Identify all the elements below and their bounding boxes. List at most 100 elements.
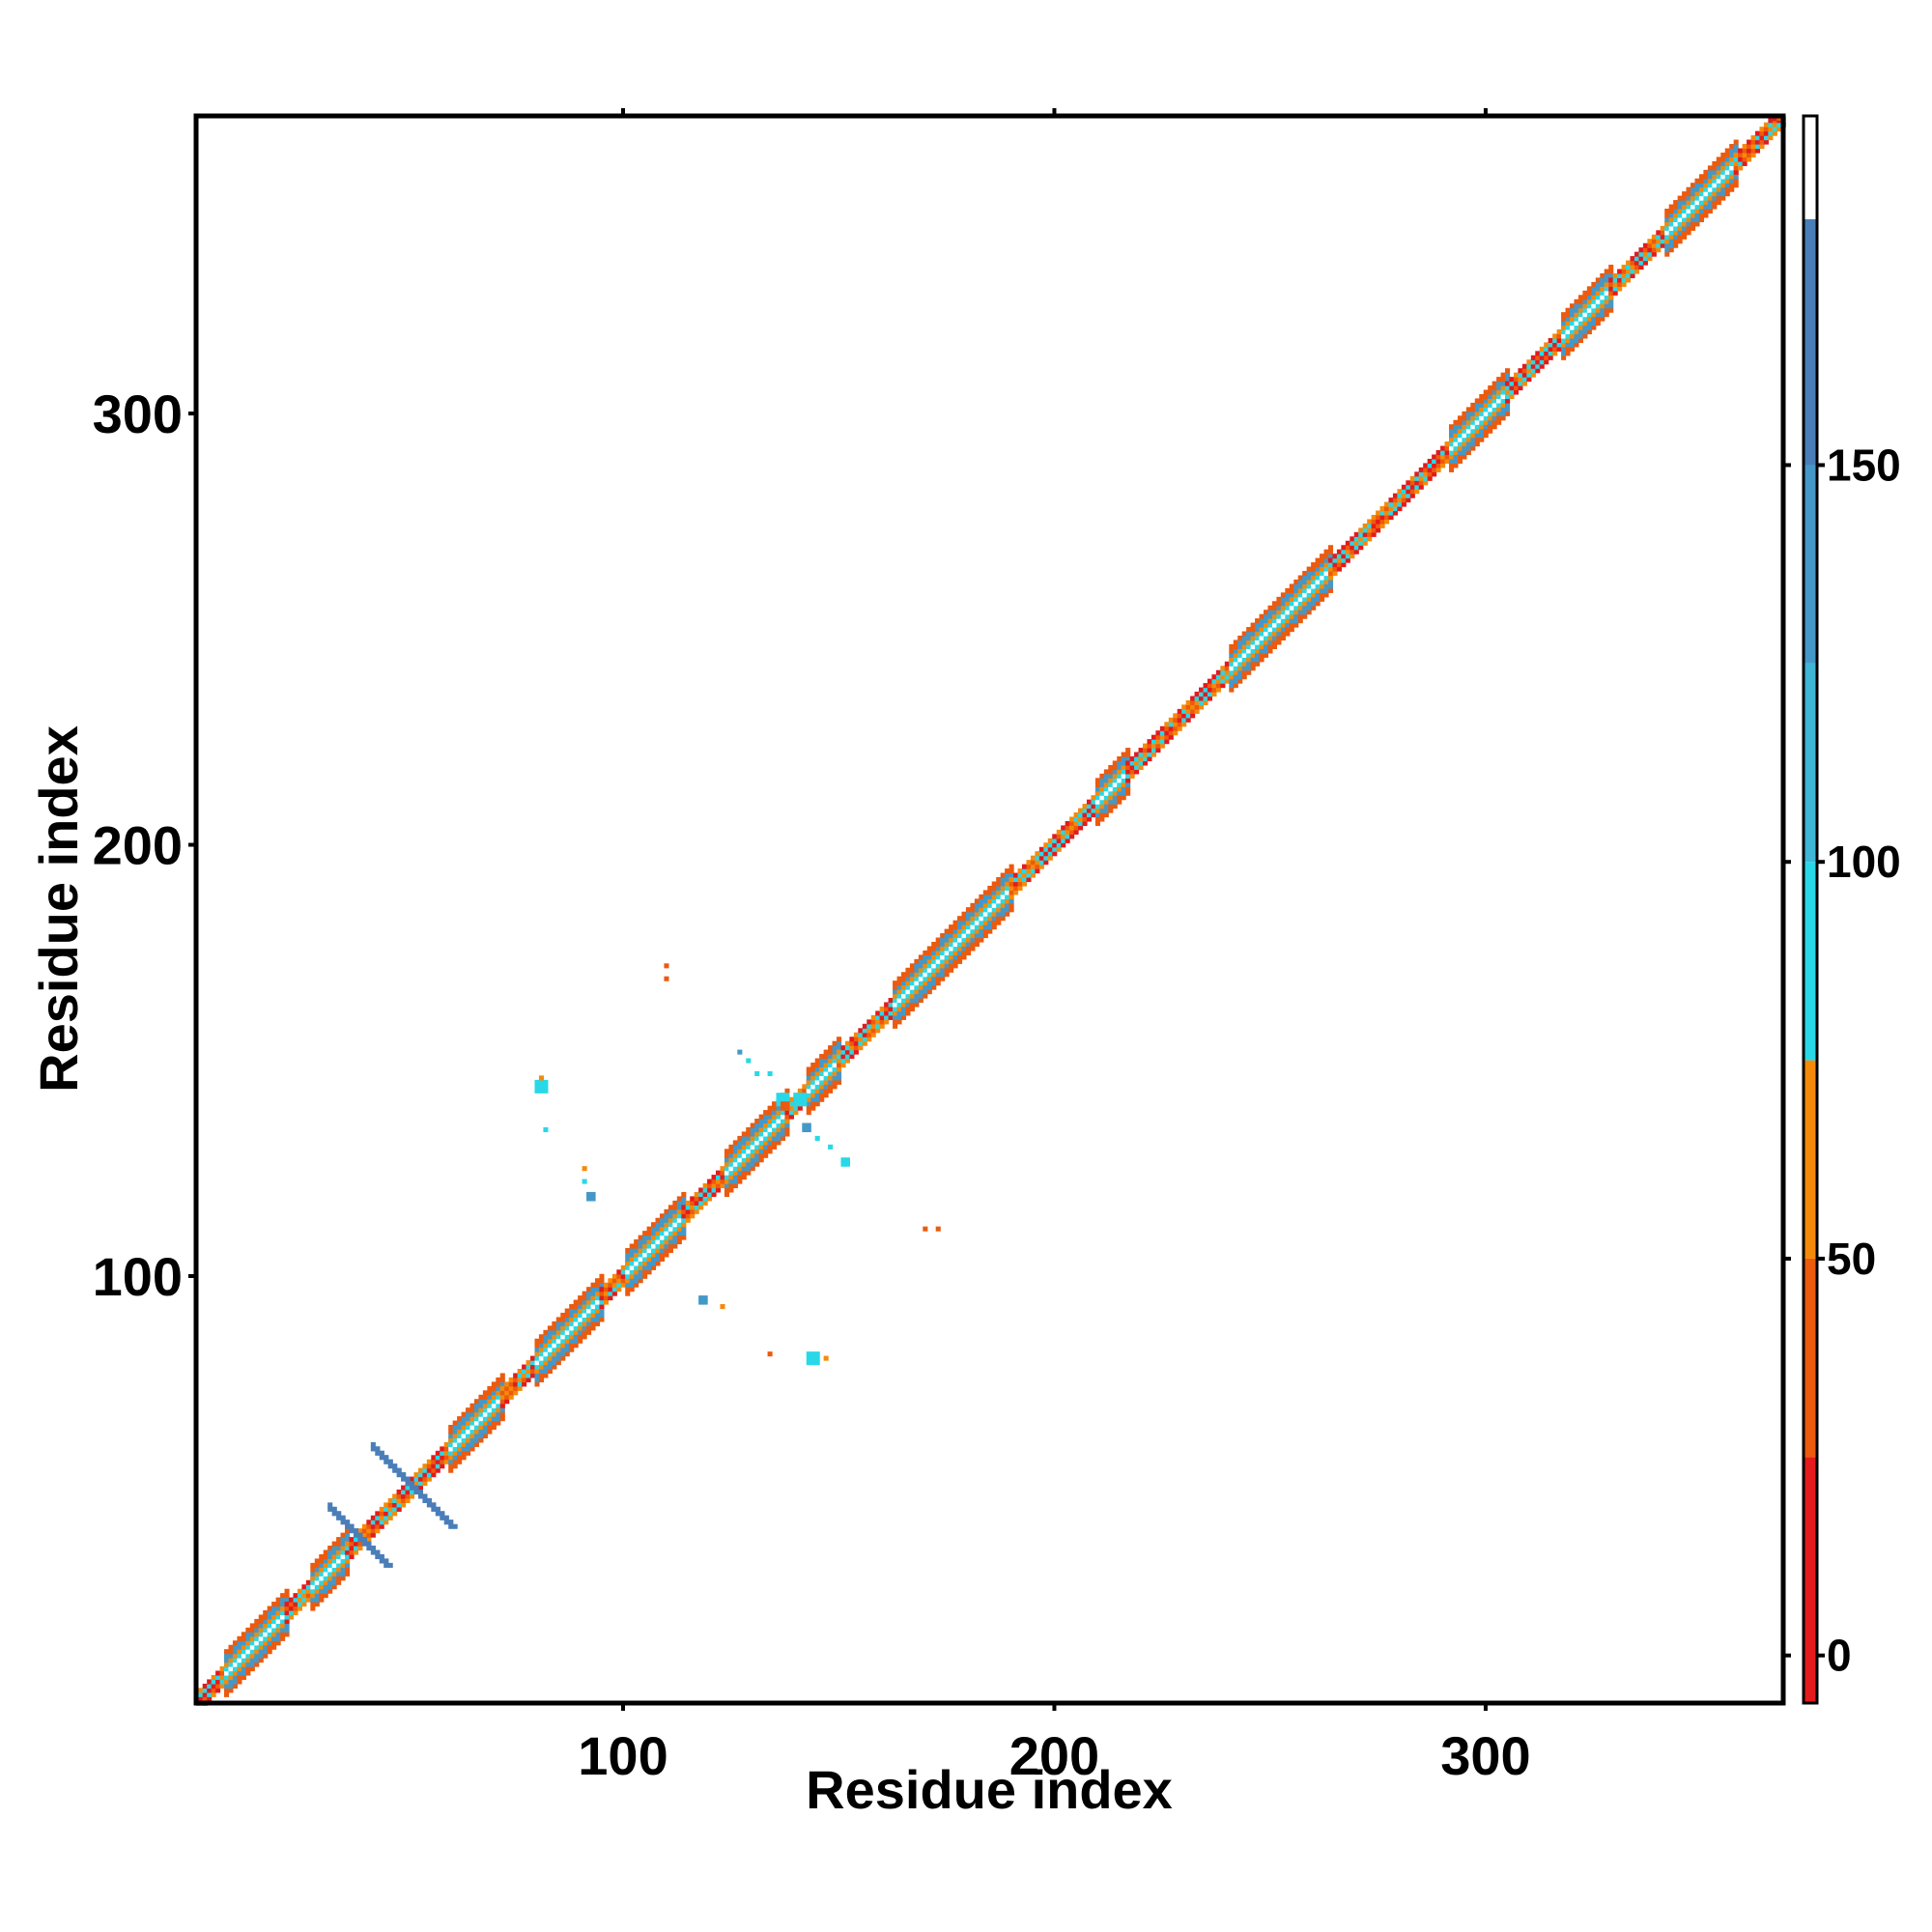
heatmap-cell bbox=[267, 1644, 272, 1650]
heatmap-cell bbox=[237, 1670, 242, 1676]
heatmap-cell bbox=[530, 1355, 536, 1361]
heatmap-cell bbox=[1462, 419, 1467, 425]
heatmap-cell bbox=[905, 1006, 911, 1012]
heatmap-cell bbox=[530, 1364, 536, 1370]
heatmap-cell bbox=[862, 1037, 867, 1042]
heatmap-cell bbox=[1604, 277, 1609, 283]
heatmap-cell bbox=[258, 1623, 264, 1629]
heatmap-cell bbox=[1233, 666, 1238, 671]
heatmap-cell bbox=[1388, 514, 1394, 521]
heatmap-cell bbox=[336, 1562, 342, 1568]
heatmap-cell bbox=[1682, 234, 1688, 240]
heatmap-cell bbox=[366, 1528, 372, 1534]
heatmap-cell bbox=[1267, 643, 1273, 649]
heatmap-cell bbox=[1526, 363, 1532, 369]
heatmap-cell bbox=[750, 1122, 755, 1128]
heatmap-cell bbox=[1311, 601, 1317, 607]
heatmap-cell bbox=[224, 1679, 230, 1685]
heatmap-cell bbox=[974, 933, 980, 939]
heatmap-cell bbox=[806, 1126, 811, 1133]
heatmap-cell bbox=[1496, 377, 1502, 383]
heatmap-cell bbox=[384, 1506, 389, 1512]
heatmap-cell bbox=[237, 1640, 242, 1646]
heatmap-cell bbox=[1009, 907, 1014, 913]
heatmap-cell bbox=[491, 1394, 497, 1400]
heatmap-cell bbox=[616, 1287, 622, 1293]
heatmap-cell bbox=[642, 1273, 648, 1279]
heatmap-cell bbox=[634, 1239, 639, 1245]
heatmap-cell bbox=[1483, 411, 1489, 416]
heatmap-cell bbox=[1409, 484, 1415, 490]
heatmap-cell bbox=[1574, 333, 1579, 339]
heatmap-cell bbox=[1297, 610, 1303, 615]
heatmap-cell bbox=[1376, 527, 1381, 533]
heatmap-cell bbox=[245, 1662, 251, 1667]
heatmap-cell bbox=[534, 1373, 540, 1378]
heatmap-cell bbox=[642, 1261, 648, 1266]
heatmap-cell bbox=[1457, 441, 1463, 447]
heatmap-cell bbox=[1703, 200, 1709, 206]
heatmap-cell bbox=[1479, 415, 1485, 421]
heatmap-cell bbox=[1000, 894, 1006, 899]
heatmap-cell bbox=[1488, 407, 1493, 412]
heatmap-cell bbox=[625, 1269, 631, 1275]
heatmap-cell bbox=[923, 950, 928, 955]
heatmap-cell bbox=[1462, 445, 1467, 451]
heatmap-cell bbox=[767, 1122, 773, 1128]
heatmap-cell bbox=[357, 1532, 363, 1538]
heatmap-cell bbox=[681, 1191, 687, 1198]
heatmap-cell bbox=[1384, 510, 1390, 516]
heatmap-cell bbox=[469, 1416, 475, 1422]
heatmap-cell bbox=[431, 1472, 437, 1478]
heatmap-cell bbox=[578, 1325, 583, 1331]
heatmap-cell bbox=[1496, 402, 1502, 408]
heatmap-cell bbox=[530, 1368, 536, 1375]
heatmap-cell bbox=[1488, 428, 1493, 434]
heatmap-cell bbox=[1591, 312, 1597, 318]
heatmap-cell bbox=[1207, 687, 1213, 693]
heatmap-cell bbox=[1432, 471, 1437, 477]
heatmap-cell bbox=[1513, 381, 1520, 386]
heatmap-cell bbox=[513, 1385, 519, 1391]
heatmap-cell bbox=[1043, 851, 1049, 857]
heatmap-cell bbox=[1108, 799, 1114, 805]
heatmap-cell bbox=[982, 911, 988, 917]
heatmap-cell bbox=[1630, 256, 1635, 262]
heatmap-cell bbox=[215, 1670, 221, 1676]
heatmap-cell bbox=[646, 1247, 652, 1254]
heatmap-cell bbox=[297, 1588, 302, 1594]
heatmap-cell bbox=[1586, 321, 1592, 327]
heatmap-cell bbox=[715, 1170, 722, 1176]
heatmap-cell bbox=[1108, 764, 1114, 770]
heatmap-cell bbox=[1401, 497, 1406, 503]
heatmap-cell bbox=[526, 1364, 531, 1370]
heatmap-cell bbox=[918, 998, 923, 1004]
heatmap-cell bbox=[1600, 277, 1605, 283]
heatmap-cell bbox=[603, 1295, 609, 1301]
heatmap-cell bbox=[237, 1635, 242, 1641]
heatmap-cell bbox=[1000, 916, 1006, 922]
heatmap-cell bbox=[263, 1635, 269, 1641]
heatmap-cell bbox=[974, 941, 980, 948]
heatmap-cell bbox=[814, 1070, 820, 1076]
heatmap-cell bbox=[1406, 480, 1411, 486]
heatmap-cell bbox=[875, 1010, 881, 1016]
heatmap-cell bbox=[949, 946, 954, 952]
heatmap-cell bbox=[780, 1122, 786, 1128]
heatmap-cell bbox=[345, 1571, 351, 1577]
heatmap-cell bbox=[1729, 178, 1735, 184]
heatmap-cell bbox=[331, 1541, 337, 1547]
heatmap-cell bbox=[552, 1338, 557, 1344]
heatmap-cell bbox=[387, 1497, 393, 1503]
heatmap-cell bbox=[1656, 242, 1662, 248]
heatmap-cell bbox=[1530, 363, 1536, 369]
heatmap-cell bbox=[900, 993, 907, 999]
heatmap-cell bbox=[814, 1135, 820, 1141]
heatmap-cell bbox=[508, 1390, 514, 1396]
heatmap-cell bbox=[819, 1088, 825, 1094]
heatmap-cell bbox=[961, 946, 967, 952]
heatmap-cell bbox=[638, 1243, 643, 1249]
heatmap-cell bbox=[1435, 467, 1441, 472]
heatmap-cell bbox=[634, 1278, 639, 1284]
heatmap-cell bbox=[401, 1489, 407, 1495]
